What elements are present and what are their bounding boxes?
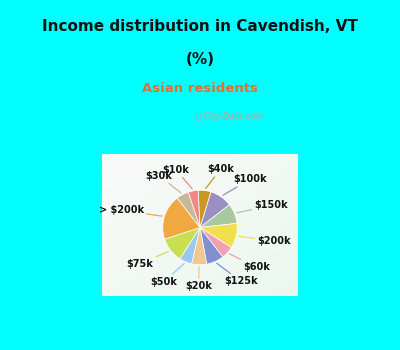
Text: $30k: $30k	[146, 170, 181, 193]
Text: $20k: $20k	[185, 267, 212, 291]
Text: $200k: $200k	[239, 236, 291, 246]
Text: Asian residents: Asian residents	[142, 82, 258, 95]
Text: $60k: $60k	[230, 254, 270, 272]
Wedge shape	[163, 198, 200, 239]
Text: $100k: $100k	[223, 174, 267, 195]
Wedge shape	[198, 190, 211, 228]
Text: $150k: $150k	[237, 200, 288, 213]
Text: (%): (%)	[186, 52, 214, 68]
Wedge shape	[200, 223, 237, 247]
Text: > $200k: > $200k	[99, 205, 162, 216]
Wedge shape	[200, 205, 237, 228]
Text: $75k: $75k	[127, 251, 168, 268]
Wedge shape	[200, 228, 231, 257]
Wedge shape	[165, 228, 200, 259]
Wedge shape	[192, 228, 207, 265]
Wedge shape	[200, 192, 230, 228]
Text: $125k: $125k	[217, 263, 258, 286]
Wedge shape	[177, 192, 200, 228]
Text: $10k: $10k	[162, 164, 192, 189]
Text: $40k: $40k	[206, 164, 234, 189]
Text: Income distribution in Cavendish, VT: Income distribution in Cavendish, VT	[42, 19, 358, 34]
Text: $50k: $50k	[150, 264, 184, 287]
Wedge shape	[200, 228, 223, 264]
Wedge shape	[188, 190, 200, 228]
Text: ⓘ City-Data.com: ⓘ City-Data.com	[196, 112, 264, 121]
Wedge shape	[180, 228, 200, 264]
